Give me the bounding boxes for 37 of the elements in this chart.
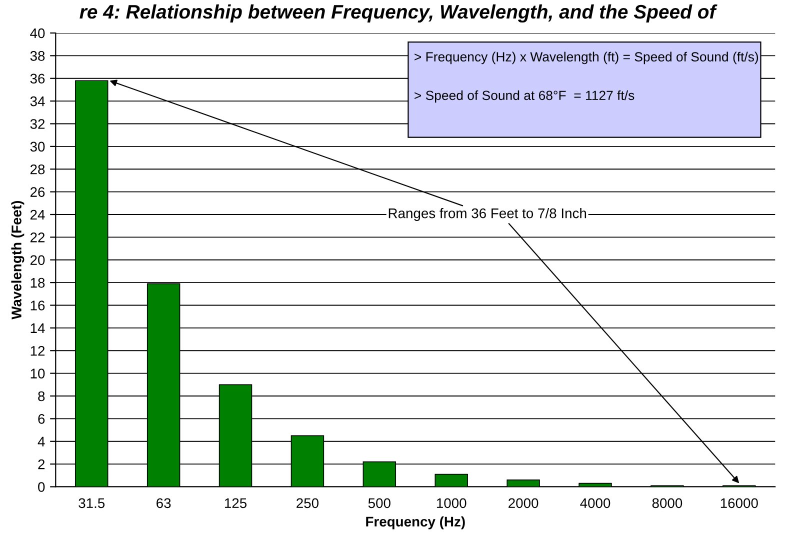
y-tick-label: 8 [38, 391, 45, 402]
annotation: > Speed of Sound at 68°F = 1127 ft/s [414, 90, 634, 103]
x-tick-label: 31.5 [78, 498, 105, 508]
x-tick-label: 250 [296, 498, 319, 508]
y-tick-label: 30 [30, 142, 45, 152]
x-tick-label: 16000 [720, 498, 758, 508]
x-tick-label: 2000 [508, 498, 538, 508]
y-tick-label: 10 [30, 368, 45, 378]
x-tick-label: 8000 [652, 498, 682, 508]
y-tick-label: 4 [38, 436, 45, 446]
annotation: Ranges from 36 Feet to 7/8 Inch [388, 208, 586, 221]
y-tick-label: 32 [30, 119, 45, 129]
x-tick-label: 63 [156, 498, 171, 508]
x-axis-title: Frequency (Hz) [366, 516, 465, 530]
x-tick-label: 500 [368, 498, 390, 508]
y-tick-label: 22 [30, 232, 45, 242]
x-tick-label: 4000 [580, 498, 610, 508]
x-tick-label: 1000 [436, 498, 466, 508]
y-tick-label: 38 [30, 51, 45, 61]
annotation: > Frequency (Hz) x Wavelength (ft) = Speed of Sound (ft/s) [414, 52, 758, 64]
y-tick-label: 16 [30, 300, 45, 310]
y-tick-label: 2 [38, 459, 45, 470]
y-axis-title: Wavelength (Feet) [11, 201, 24, 320]
y-tick-label: 20 [30, 255, 45, 266]
y-tick-label: 40 [30, 28, 45, 38]
chart-title: re 4: Relationship between Frequency, Wavelength, and the Speed of [80, 4, 718, 23]
y-tick-label: 6 [38, 414, 45, 424]
y-tick-label: 18 [30, 278, 45, 288]
y-tick-label: 12 [30, 346, 45, 356]
y-tick-label: 26 [30, 187, 45, 197]
y-tick-label: 28 [30, 164, 45, 174]
y-tick-label: 14 [30, 323, 45, 333]
y-tick-label: 24 [30, 210, 45, 220]
x-tick-label: 125 [224, 498, 247, 508]
y-tick-label: 34 [30, 96, 45, 106]
y-tick-label: 0 [38, 482, 45, 492]
y-tick-label: 36 [30, 74, 45, 84]
